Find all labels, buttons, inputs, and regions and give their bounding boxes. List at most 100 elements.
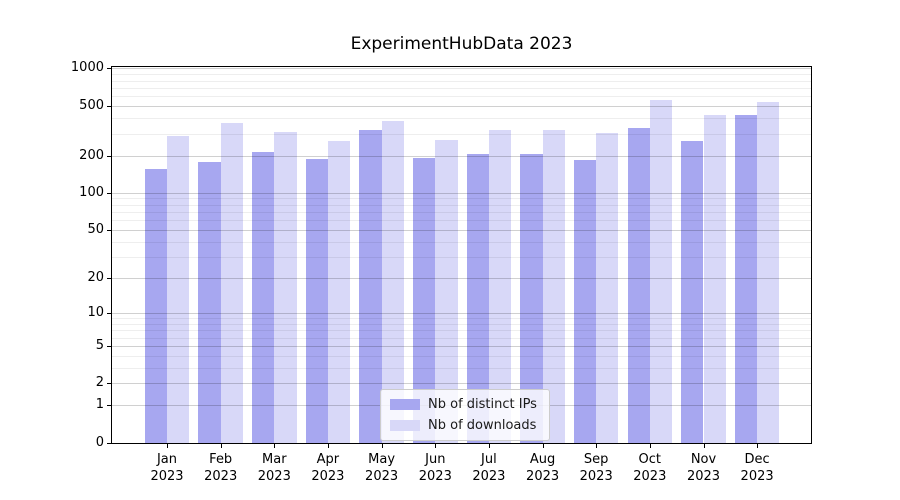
y-tick <box>107 68 111 70</box>
legend-item-distinct-ips: Nb of distinct IPs <box>390 396 540 413</box>
x-tick-label-month: Jul <box>481 452 497 467</box>
y-tick-label: 200 <box>79 147 104 163</box>
x-tick-label-month: Mar <box>262 452 287 467</box>
x-tick-label-month: Jun <box>425 452 446 467</box>
x-tick-label-year: 2023 <box>579 469 613 484</box>
y-tick-label: 0 <box>95 435 104 450</box>
x-tick-label: Jul 2023 <box>454 451 524 485</box>
gridline-minor <box>112 118 811 119</box>
x-tick <box>596 443 598 448</box>
gridline-major <box>112 68 811 70</box>
bar-downloads <box>757 102 780 443</box>
x-tick-label-year: 2023 <box>740 469 774 484</box>
bar-downloads <box>435 139 458 443</box>
x-tick <box>167 443 168 448</box>
y-tick-label: 50 <box>87 221 104 237</box>
legend-label-downloads: Nb of downloads <box>428 418 537 433</box>
x-tick <box>649 443 651 448</box>
gridline-major <box>112 192 811 194</box>
x-tick-label-year: 2023 <box>686 469 721 484</box>
y-tick-label: 1000 <box>70 60 104 76</box>
x-tick-label: Mar 2023 <box>239 451 309 485</box>
x-tick <box>542 443 544 448</box>
y-tick-label: 2 <box>95 375 104 391</box>
gridline-minor <box>112 337 811 339</box>
x-tick-label-year: 2023 <box>526 469 560 484</box>
x-tick-label: Jan 2023 <box>132 451 202 485</box>
bar-downloads <box>488 129 512 443</box>
y-tick <box>107 345 111 347</box>
x-tick-label-month: Dec <box>744 452 770 467</box>
bar-distinct-ips <box>466 153 489 443</box>
x-tick <box>488 443 490 448</box>
gridline-minor <box>112 330 811 332</box>
legend-swatch-downloads <box>390 420 420 431</box>
bar-downloads <box>649 100 673 443</box>
x-tick-label: Aug 2023 <box>508 451 578 485</box>
plot-area: Nb of distinct IPs Nb of downloads 0 1 2 5 1… <box>71 60 812 484</box>
y-tick <box>107 383 111 385</box>
bar-distinct-ips <box>359 129 382 443</box>
gridline-minor <box>112 74 811 76</box>
bar-downloads <box>274 131 297 443</box>
x-tick-label: Nov 2023 <box>669 451 739 485</box>
gridline-minor <box>112 256 811 258</box>
y-tick-label: 100 <box>79 184 104 200</box>
bar-distinct-ips <box>305 159 328 443</box>
gridline-minor <box>112 323 811 325</box>
y-tick <box>107 443 111 444</box>
gridline-major <box>112 345 811 347</box>
gridline-minor <box>112 241 811 243</box>
x-tick-label: Oct 2023 <box>615 451 685 485</box>
bar-downloads <box>703 114 726 443</box>
x-tick-label-month: Aug <box>529 452 556 467</box>
gridline-major <box>112 229 811 231</box>
gridline-minor <box>112 80 811 82</box>
x-tick-label-year: 2023 <box>633 469 667 484</box>
x-tick <box>274 443 276 448</box>
x-tick-label-month: Jan <box>156 452 178 467</box>
x-tick <box>327 443 329 448</box>
gridline-major <box>112 155 811 157</box>
x-tick-label-month: Oct <box>638 452 662 467</box>
gridline-major <box>112 313 811 314</box>
y-tick <box>107 313 111 314</box>
bar-downloads <box>220 123 243 443</box>
y-tick-label: 500 <box>79 98 104 113</box>
y-tick-label: 10 <box>87 305 104 320</box>
x-tick <box>220 443 222 448</box>
x-tick-label: Sep 2023 <box>561 451 631 485</box>
gridline-major <box>112 106 811 107</box>
x-tick-label-month: Sep <box>583 452 609 467</box>
bar-downloads <box>327 141 351 443</box>
legend-swatch-distinct-ips <box>390 399 420 410</box>
x-tick-label-month: Apr <box>316 452 340 467</box>
x-tick-label-year: 2023 <box>204 469 238 484</box>
x-tick-label: Dec 2023 <box>722 451 792 485</box>
bar-distinct-ips <box>252 152 275 443</box>
x-tick-label-year: 2023 <box>365 469 399 484</box>
gridline-minor <box>112 87 811 89</box>
bar-downloads <box>167 136 190 443</box>
x-tick-label-month: Nov <box>690 452 717 467</box>
y-tick <box>107 229 111 231</box>
y-tick-label: 1 <box>95 397 104 413</box>
x-tick <box>381 443 383 448</box>
bar-distinct-ips <box>144 169 167 443</box>
bar-distinct-ips <box>573 159 597 443</box>
x-tick-label-year: 2023 <box>418 469 452 484</box>
x-tick-label-year: 2023 <box>257 469 291 484</box>
gridline-minor <box>112 133 811 135</box>
bar-distinct-ips <box>412 157 436 443</box>
y-tick-label: 20 <box>87 269 104 285</box>
gridline-minor <box>112 220 811 222</box>
y-tick <box>107 192 111 194</box>
bar-distinct-ips <box>198 162 221 443</box>
legend-item-downloads: Nb of downloads <box>390 417 540 434</box>
y-tick <box>107 106 111 107</box>
y-tick <box>107 405 111 407</box>
gridline-minor <box>112 198 811 200</box>
legend: Nb of distinct IPs Nb of downloads <box>380 389 550 441</box>
bar-distinct-ips <box>520 153 543 443</box>
